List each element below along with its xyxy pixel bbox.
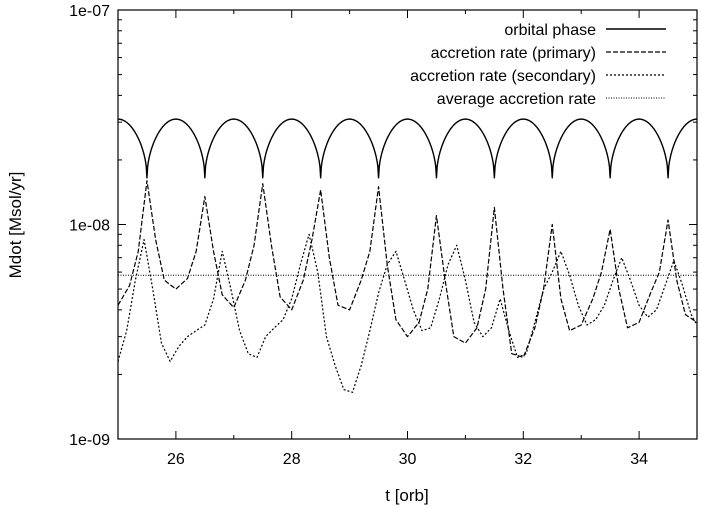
series-line-1 (118, 180, 697, 359)
x-tick-label: 28 (283, 451, 301, 468)
ticks (117, 10, 698, 440)
legend: orbital phase accretion rate (primary) acc… (410, 22, 666, 108)
x-tick-label: 30 (399, 451, 417, 468)
x-tick-label: 32 (514, 451, 532, 468)
y-tick-label: 1e-09 (69, 432, 110, 449)
legend-label: orbital phase (504, 22, 596, 39)
x-tick-label: 26 (167, 451, 185, 468)
y-tick-label: 1e-08 (69, 218, 110, 235)
legend-label: average accretion rate (437, 91, 596, 108)
legend-label: accretion rate (primary) (431, 45, 596, 62)
tick-labels: 26 28 30 32 34 1e-09 1e-08 1e-07 (69, 3, 648, 468)
series-group (118, 118, 697, 393)
series-line-0 (118, 118, 697, 179)
x-tick-label: 34 (630, 451, 648, 468)
x-axis-label: t [orb] (385, 486, 428, 505)
series-line-2 (118, 233, 697, 393)
y-axis-label: Mdot [Msol/yr] (6, 172, 25, 279)
legend-label: accretion rate (secondary) (410, 68, 596, 85)
plot-frame (117, 9, 698, 440)
y-tick-label: 1e-07 (69, 3, 110, 20)
